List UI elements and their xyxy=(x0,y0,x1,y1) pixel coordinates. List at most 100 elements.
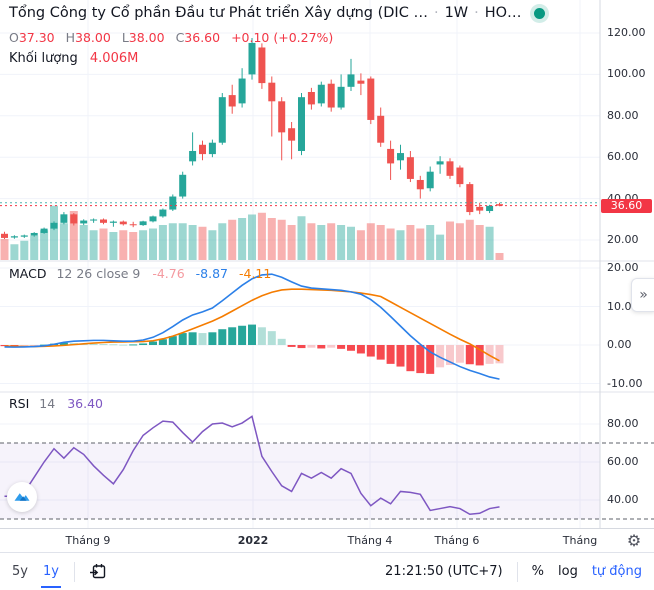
candle xyxy=(40,228,48,233)
time-axis[interactable]: ⚙ Tháng 9 2022 Tháng 4 Tháng 6 Tháng xyxy=(0,528,654,553)
candle xyxy=(139,221,147,226)
high-value: 38.00 xyxy=(75,30,111,45)
macd-histogram-bar xyxy=(257,327,266,345)
macd-histogram-bar xyxy=(149,341,157,345)
volume-bar xyxy=(277,219,286,260)
candle xyxy=(466,184,474,213)
macd-histogram-bar xyxy=(267,331,276,345)
time-axis-label: Tháng 6 xyxy=(434,534,480,547)
clock-display[interactable]: 21:21:50 (UTC+7) xyxy=(385,564,503,579)
macd-histogram-bar xyxy=(208,332,217,345)
open-value: 37.30 xyxy=(18,30,55,45)
collapse-pane-button[interactable]: » xyxy=(631,278,654,312)
macd-histogram-bar xyxy=(347,345,355,351)
candle xyxy=(317,84,325,104)
candle xyxy=(129,224,137,226)
market-status-dot xyxy=(533,7,545,19)
percent-scale-button[interactable]: % xyxy=(531,564,544,579)
rsi-axis-label: 80.00 xyxy=(607,417,639,430)
candle xyxy=(268,82,276,102)
volume-legend[interactable]: Khối lượng 4.006M xyxy=(9,51,138,66)
chart-canvas[interactable] xyxy=(0,0,654,552)
candle xyxy=(208,142,216,155)
macd-axis-label: 0.00 xyxy=(607,338,632,351)
candle xyxy=(169,196,177,210)
macd-histogram-bar xyxy=(287,345,296,347)
macd-histogram-bar xyxy=(465,345,474,365)
rsi-param: 14 xyxy=(39,396,56,411)
rsi-legend[interactable]: RSI 14 36.40 xyxy=(9,396,103,411)
candle xyxy=(278,101,286,133)
ohlc-row: O37.30 H38.00 L38.00 C36.60 +0.10 (+0.27… xyxy=(9,30,340,45)
macd-axis-label: -10.00 xyxy=(607,376,643,390)
high-label: H xyxy=(65,30,76,45)
volume-bar xyxy=(287,225,296,260)
volume-bar xyxy=(109,232,118,260)
change-value: +0.10 (+0.27%) xyxy=(231,30,334,45)
candle xyxy=(456,167,464,185)
candle xyxy=(80,220,88,224)
volume-bar xyxy=(50,205,58,260)
macd-legend[interactable]: MACD 12 26 close 9 -4.76 -8.87 -4.11 xyxy=(9,266,271,281)
candle xyxy=(90,219,98,221)
range-1y-button[interactable]: 1y xyxy=(40,564,61,588)
candle xyxy=(337,86,345,108)
price-axis-label: 120.00 xyxy=(607,26,646,39)
symbol-legend[interactable]: Tổng Công ty Cổ phần Đầu tư Phát triển X… xyxy=(9,5,545,21)
log-scale-button[interactable]: log xyxy=(558,564,578,579)
macd-params: 12 26 close 9 xyxy=(56,266,141,281)
close-value: 36.60 xyxy=(184,30,221,45)
candle xyxy=(496,204,503,206)
candle xyxy=(159,209,167,217)
macd-title: MACD xyxy=(9,266,47,281)
volume-bar xyxy=(248,214,256,260)
rsi-value: 36.40 xyxy=(67,396,103,411)
volume-bar xyxy=(475,225,484,260)
gear-icon[interactable]: ⚙ xyxy=(626,531,642,550)
macd-histogram-bar xyxy=(366,345,375,357)
time-axis-label: Tháng 9 xyxy=(65,534,111,547)
macd-histogram-bar xyxy=(495,345,504,364)
volume-bar xyxy=(119,230,128,260)
volume-bar xyxy=(386,228,395,260)
range-5y-button[interactable]: 5y xyxy=(12,564,28,579)
volume-bar xyxy=(406,225,415,260)
rsi-band xyxy=(0,443,600,519)
volume-bar xyxy=(10,244,19,260)
rsi-axis-label: 60.00 xyxy=(607,455,639,468)
candle xyxy=(486,205,494,212)
timeframe-label[interactable]: 1W xyxy=(444,5,469,21)
macd-histogram-bar xyxy=(30,345,39,346)
legend-separator: · xyxy=(474,5,479,21)
time-axis-label: Tháng 4 xyxy=(347,534,393,547)
candle xyxy=(70,214,78,224)
volume-bar xyxy=(158,225,167,260)
macd-histogram-bar xyxy=(396,345,405,367)
macd-histogram-bar xyxy=(178,333,187,345)
candle xyxy=(347,74,355,87)
volume-bar xyxy=(327,223,336,260)
volume-bar xyxy=(40,230,49,260)
macd-histogram-bar xyxy=(188,332,197,345)
macd-signal-value: -4.11 xyxy=(239,266,272,281)
macd-histogram-bar xyxy=(228,327,237,345)
macd-histogram-bar xyxy=(0,345,9,347)
auto-scale-button[interactable]: tự động xyxy=(591,564,642,579)
volume-bar xyxy=(366,223,375,260)
symbol-title[interactable]: Tổng Công ty Cổ phần Đầu tư Phát triển X… xyxy=(9,5,428,21)
candle xyxy=(149,216,157,222)
tradingview-logo[interactable] xyxy=(7,482,37,512)
mountain-logo-icon xyxy=(14,493,30,501)
go-to-date-button[interactable] xyxy=(89,562,108,581)
chevron-right-icon: » xyxy=(639,287,648,303)
macd-histogram-bar xyxy=(327,345,336,348)
rsi-title: RSI xyxy=(9,396,30,411)
price-axis[interactable]: 120.00 100.00 80.00 60.00 40.00 20.00 20.00 10.… xyxy=(600,0,654,552)
volume-bar xyxy=(69,211,78,260)
volume-bar xyxy=(455,223,464,260)
volume-bar xyxy=(436,234,445,260)
volume-bar xyxy=(347,226,355,260)
volume-bar xyxy=(238,218,247,260)
volume-bar xyxy=(139,230,148,260)
